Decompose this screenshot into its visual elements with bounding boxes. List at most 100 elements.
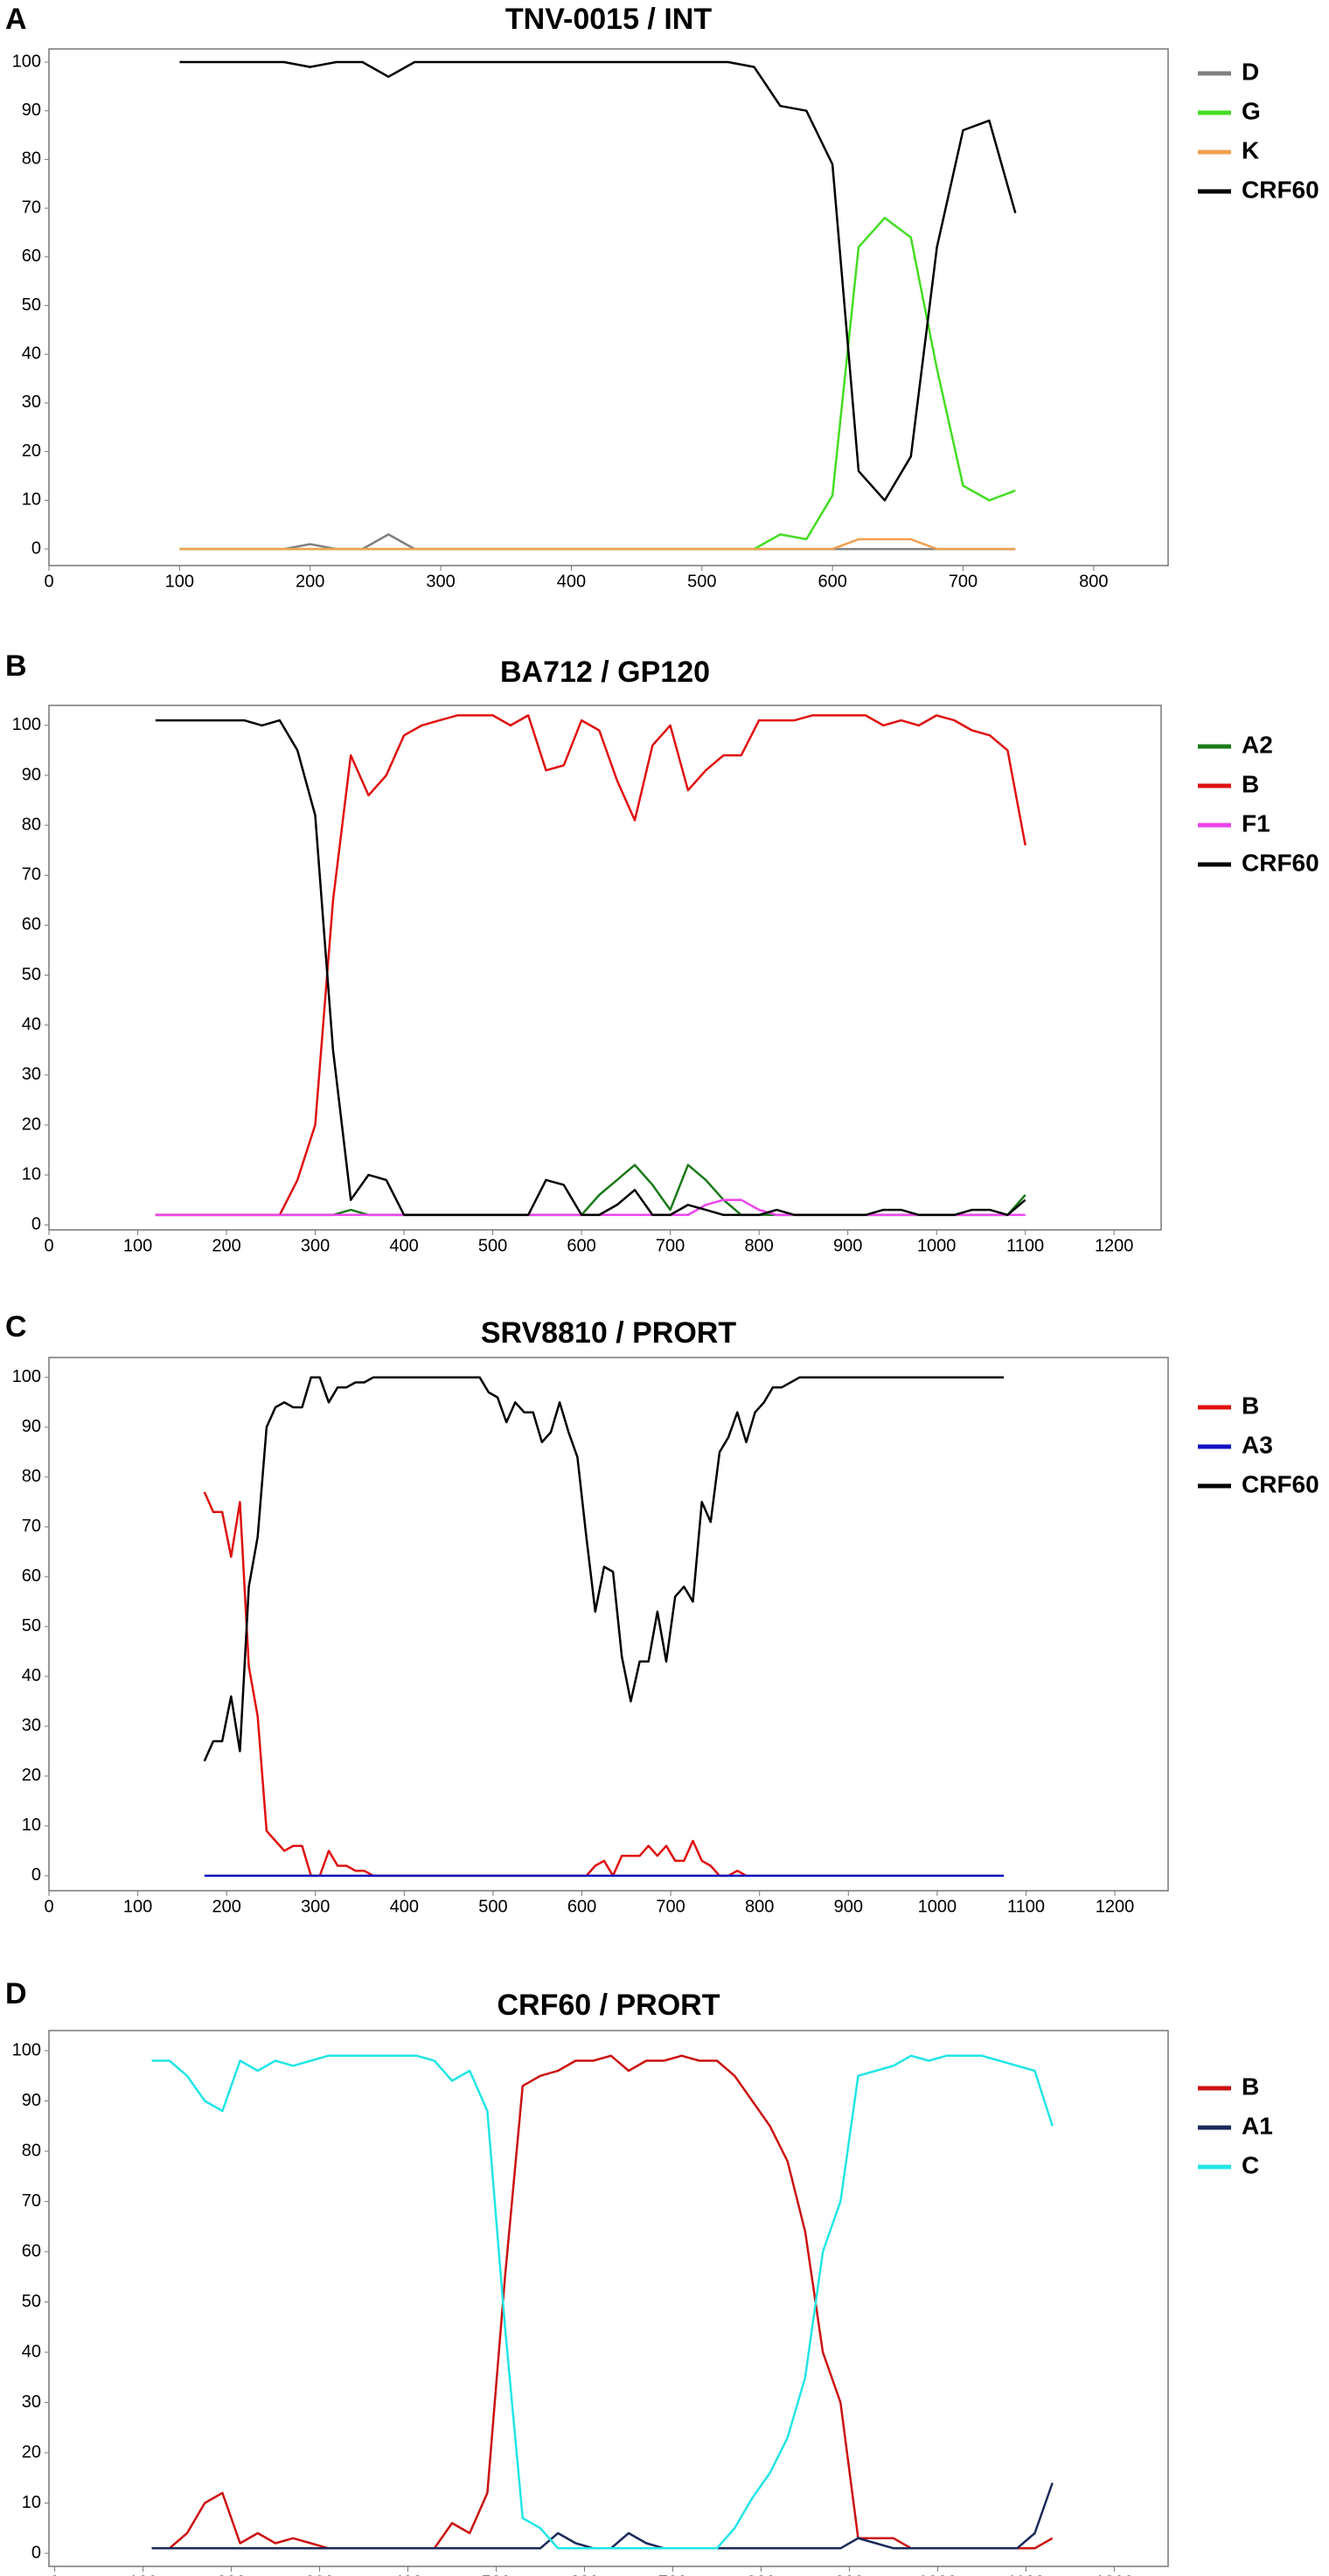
y-tick-label: 80 [22,149,41,169]
x-tick-label: 200 [212,1897,240,1916]
x-tick-label: 0 [44,572,53,591]
y-tick-label: 60 [22,2241,41,2260]
x-tick-label: 100 [123,1897,152,1916]
y-tick-label: 40 [22,1015,41,1034]
y-tick-label: 80 [22,2141,41,2160]
chart-title: SRV8810 / PRORT [481,1316,737,1350]
y-tick-label: 20 [22,1114,41,1134]
series-line [155,719,1026,1217]
series-line [179,538,1016,551]
y-tick-label: 40 [22,2342,41,2361]
y-tick-label: 40 [22,344,41,364]
series-line [151,2054,1054,2550]
x-tick-label: 300 [426,572,455,591]
y-tick-label: 30 [22,2392,41,2412]
chart-title: BA712 / GP120 [500,656,710,689]
x-tick-label: 500 [478,1897,507,1916]
plot-frame [48,2030,1169,2567]
y-tick-label: 60 [22,1566,41,1586]
legend-label: CRF60 [1242,849,1319,876]
panel-label: B [5,649,27,683]
x-tick-label: 0 [44,1897,53,1916]
series-line [179,217,1016,551]
x-tick-label: 0 [50,2573,59,2576]
x-tick-label: 100 [165,572,194,591]
y-tick-label: 10 [22,2493,41,2512]
y-tick-label: 30 [22,392,41,412]
y-tick-label: 10 [22,1164,41,1184]
x-tick-label: 600 [567,1897,596,1916]
x-tick-label: 900 [834,1897,863,1916]
x-tick-label: 800 [745,1897,774,1916]
plot-frame [48,705,1162,1231]
legend-label: F1 [1242,809,1270,837]
legend-label: K [1242,136,1259,163]
x-tick-label: 200 [217,2573,246,2576]
panel-label: A [5,3,27,36]
legend-label: B [1242,2073,1259,2100]
x-tick-label: 400 [393,2573,422,2576]
legend-label: CRF60 [1242,1470,1319,1497]
y-tick-label: 0 [31,1215,41,1234]
x-tick-label: 700 [658,2573,687,2576]
y-tick-label: 70 [22,865,41,885]
series-line [203,1376,1005,1762]
y-tick-label: 30 [22,1716,41,1735]
y-tick-label: 10 [22,490,41,510]
panel-label: C [5,1310,27,1344]
x-tick-label: 1100 [1007,2573,1045,2576]
y-tick-label: 0 [31,1865,41,1885]
legend-label: B [1242,1392,1259,1419]
y-tick-label: 100 [12,2040,41,2059]
y-tick-label: 70 [22,1517,41,1536]
y-tick-label: 90 [22,101,41,120]
y-tick-label: 20 [22,1766,41,1785]
x-tick-label: 1100 [1006,1236,1044,1255]
y-tick-label: 50 [22,1616,41,1635]
y-tick-label: 80 [22,1467,41,1486]
legend-label: D [1242,58,1259,85]
x-tick-label: 600 [570,2573,599,2576]
x-tick-label: 1000 [918,2573,957,2576]
chart-title: CRF60 / PRORT [497,1989,720,2022]
series-line [179,60,1017,502]
x-tick-label: 200 [296,572,324,591]
y-tick-label: 30 [22,1065,41,1084]
y-tick-label: 0 [31,2543,41,2562]
x-tick-label: 1200 [1095,1236,1134,1255]
y-tick-label: 60 [22,915,41,934]
y-tick-label: 70 [22,198,41,217]
legend-label: G [1242,97,1261,124]
x-tick-label: 400 [390,1897,419,1916]
y-tick-label: 60 [22,246,41,266]
x-tick-label: 100 [123,1236,152,1255]
legend-label: CRF60 [1242,176,1319,203]
y-tick-label: 100 [12,1367,41,1386]
x-tick-label: 900 [835,2573,864,2576]
legend-label: A3 [1242,1431,1273,1458]
x-tick-label: 500 [478,1236,507,1255]
y-tick-label: 100 [12,52,41,71]
y-tick-label: 20 [22,2442,41,2461]
x-tick-label: 400 [389,1236,418,1255]
y-tick-label: 50 [22,2292,41,2311]
y-tick-label: 70 [22,2191,41,2211]
legend-label: A2 [1242,731,1273,758]
x-tick-label: 700 [656,1897,685,1916]
y-tick-label: 100 [12,715,41,734]
legend-label: B [1242,770,1259,797]
plot-frame [48,48,1169,566]
x-tick-label: 600 [818,572,846,591]
x-tick-label: 700 [949,572,978,591]
x-tick-label: 1200 [1095,2573,1134,2576]
x-tick-label: 1100 [1007,1897,1045,1916]
x-tick-label: 900 [833,1236,862,1255]
series-line [151,2054,1054,2550]
chart-title: TNV-0015 / INT [505,3,712,36]
x-tick-label: 100 [129,2573,157,2576]
x-tick-label: 300 [301,1897,330,1916]
y-tick-label: 90 [22,1417,41,1436]
x-tick-label: 300 [305,2573,334,2576]
x-tick-label: 800 [747,2573,776,2576]
